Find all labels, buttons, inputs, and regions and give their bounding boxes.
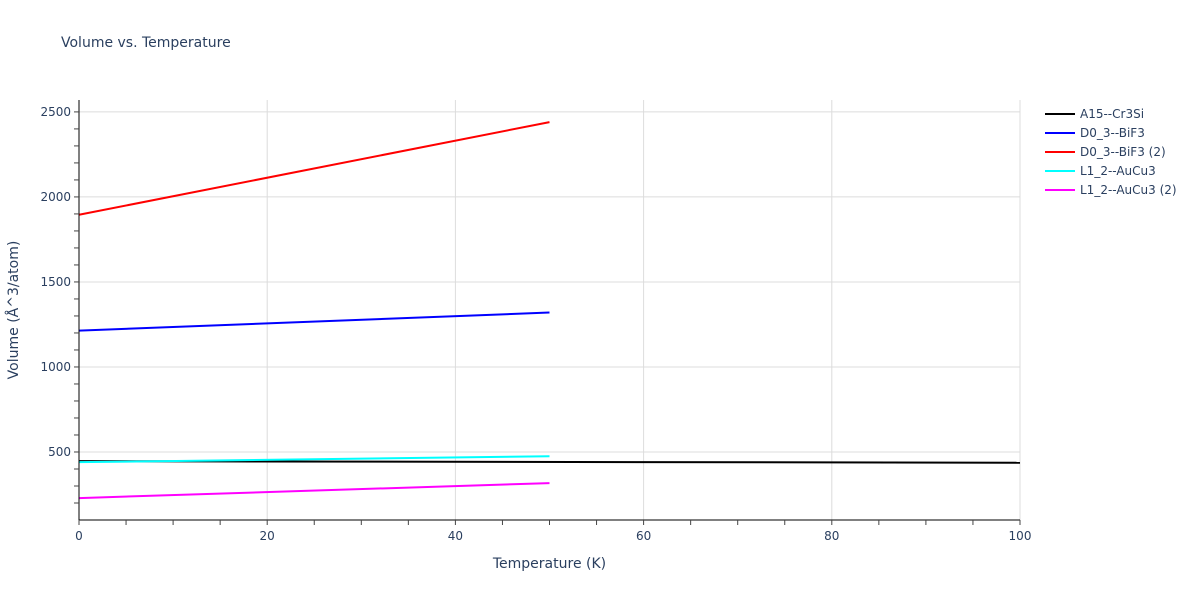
x-tick-label: 80: [824, 529, 839, 543]
y-tick-label: 2000: [40, 190, 71, 204]
legend-item-2[interactable]: D0_3--BiF3 (2): [1045, 145, 1166, 159]
series-line-0: [78, 460, 1021, 464]
grid-lines: [79, 100, 1021, 520]
plot-series: [78, 121, 1021, 500]
y-tick-label: 500: [48, 445, 71, 459]
y-tick-label: 2500: [40, 105, 71, 119]
x-tick-label: 60: [636, 529, 651, 543]
chart-title: Volume vs. Temperature: [61, 35, 231, 51]
legend-item-0[interactable]: A15--Cr3Si: [1045, 107, 1144, 121]
x-axis-title: Temperature (K): [492, 556, 606, 572]
legend[interactable]: A15--Cr3Si D0_3--BiF3 D0_3--BiF3 (2) L1_2--…: [1045, 107, 1177, 197]
legend-label: L1_2--AuCu3: [1080, 164, 1156, 178]
axes: 0 20 40 60 80 100 500 1000 1500 2000 2500 Temperatu…: [5, 100, 1031, 572]
y-axis-title: Volume (Å^3/atom): [5, 241, 22, 380]
x-tick-label: 20: [260, 529, 275, 543]
legend-label: L1_2--AuCu3 (2): [1080, 183, 1177, 197]
legend-item-3[interactable]: L1_2--AuCu3: [1045, 164, 1156, 178]
legend-item-4[interactable]: L1_2--AuCu3 (2): [1045, 183, 1177, 197]
legend-item-1[interactable]: D0_3--BiF3: [1045, 126, 1145, 140]
x-tick-label: 100: [1009, 529, 1032, 543]
series-line-3: [78, 455, 550, 464]
x-tick-label: 0: [75, 529, 83, 543]
legend-label: D0_3--BiF3: [1080, 126, 1145, 140]
x-tick-label: 40: [448, 529, 463, 543]
series-line-4: [78, 482, 550, 500]
legend-label: D0_3--BiF3 (2): [1080, 145, 1166, 159]
y-tick-label: 1500: [40, 275, 71, 289]
series-line-2: [78, 121, 550, 216]
series-line-1: [78, 311, 550, 332]
y-tick-label: 1000: [40, 360, 71, 374]
legend-label: A15--Cr3Si: [1080, 107, 1144, 121]
